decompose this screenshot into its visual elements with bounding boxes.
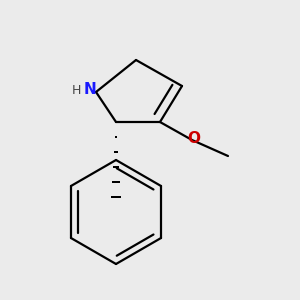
Text: N: N [84, 82, 96, 98]
Text: O: O [187, 131, 200, 146]
Text: H: H [72, 83, 82, 97]
